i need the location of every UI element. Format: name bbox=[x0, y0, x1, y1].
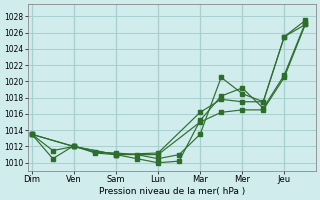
X-axis label: Pression niveau de la mer( hPa ): Pression niveau de la mer( hPa ) bbox=[99, 187, 245, 196]
